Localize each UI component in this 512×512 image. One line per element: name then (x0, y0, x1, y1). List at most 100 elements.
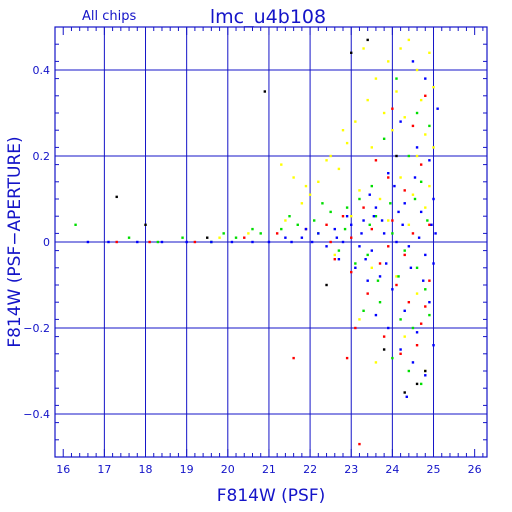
data-point (424, 77, 427, 80)
data-point (395, 275, 398, 278)
data-point (275, 232, 279, 235)
data-point (399, 348, 402, 351)
data-point (424, 253, 427, 257)
data-point (403, 253, 406, 257)
data-point (115, 195, 118, 199)
data-point (317, 180, 320, 183)
data-point (411, 326, 415, 330)
data-point (409, 266, 413, 269)
data-point (354, 262, 357, 265)
data-point (411, 361, 415, 364)
data-point (358, 189, 361, 192)
data-point (407, 154, 411, 158)
data-point (428, 301, 431, 304)
data-point (424, 288, 427, 291)
data-point (230, 240, 234, 244)
data-point (243, 236, 246, 239)
x-tick-label: 22 (303, 463, 317, 476)
data-point (407, 369, 411, 373)
data-point (376, 279, 380, 282)
data-point (424, 305, 427, 308)
data-point (395, 283, 398, 287)
data-point (378, 275, 382, 278)
y-tick-label: 0 (43, 236, 50, 249)
x-tick-label: 24 (385, 463, 399, 476)
data-point (366, 98, 369, 102)
data-point (333, 227, 336, 231)
data-point (419, 98, 423, 102)
data-point (360, 232, 363, 235)
x-tick-label: 19 (180, 463, 194, 476)
data-point (378, 301, 382, 304)
data-point (432, 197, 435, 201)
data-point (350, 215, 353, 218)
data-point (335, 236, 339, 239)
data-point (417, 236, 421, 239)
data-point (267, 240, 271, 244)
data-point (350, 236, 353, 239)
data-point (329, 154, 332, 158)
data-point (345, 141, 349, 145)
data-point (415, 344, 419, 347)
data-point (364, 258, 367, 261)
data-point (374, 77, 378, 80)
data-point (407, 301, 411, 304)
data-point (424, 369, 427, 373)
data-point (300, 202, 304, 205)
data-point (263, 90, 267, 93)
data-point (284, 236, 287, 239)
data-point (366, 292, 369, 295)
data-point (345, 356, 349, 360)
data-point (428, 51, 431, 54)
data-point (280, 227, 283, 231)
data-point (419, 180, 423, 183)
x-tick-label: 21 (262, 463, 276, 476)
data-point (370, 249, 373, 252)
data-point (222, 232, 225, 235)
data-point (350, 223, 353, 226)
data-point (399, 176, 402, 179)
data-point (432, 344, 435, 347)
data-point (341, 215, 345, 218)
data-point (374, 361, 378, 364)
tick-labels: 16 17 18 19 20 21 22 23 24 25 26 0.4 0.2 0 −0.2 −0.4 (23, 64, 481, 476)
data-point (86, 240, 90, 244)
data-point (370, 184, 373, 188)
data-point (401, 223, 404, 226)
data-point (115, 240, 118, 244)
data-point (193, 240, 197, 244)
chart-subtitle: All chips (82, 9, 136, 24)
data-point (382, 111, 386, 115)
data-point (350, 51, 353, 54)
data-point (393, 184, 396, 188)
data-point (321, 202, 324, 205)
x-tick-label: 18 (139, 463, 153, 476)
data-point (428, 223, 431, 226)
data-point (385, 262, 388, 265)
data-point (288, 215, 291, 218)
data-point (380, 219, 384, 222)
data-point (296, 223, 299, 226)
data-point (374, 206, 378, 209)
data-point (432, 146, 435, 149)
data-point (403, 335, 406, 338)
data-point (378, 262, 382, 265)
data-point (395, 154, 398, 158)
data-point (333, 253, 336, 257)
data-point (387, 60, 390, 63)
data-point (74, 223, 77, 226)
data-point (395, 90, 398, 93)
data-point (370, 227, 373, 231)
data-point (424, 374, 427, 377)
y-tick-label: 0.4 (33, 64, 51, 77)
data-point (362, 47, 365, 50)
data-point (127, 236, 131, 239)
data-point (372, 215, 376, 218)
data-point (426, 219, 429, 222)
data-point (362, 309, 365, 312)
data-point (292, 356, 295, 360)
data-point (413, 176, 417, 179)
data-point (358, 442, 361, 446)
data-point (391, 288, 394, 291)
